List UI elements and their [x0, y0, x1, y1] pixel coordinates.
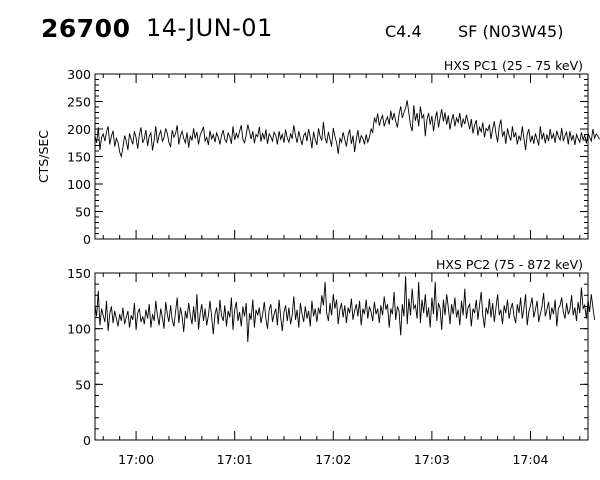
plot-frame — [94, 272, 589, 441]
panel-pc1: 0 50 100 150 200 250 300 HXS PC1 (25 - 75 keV) C… — [36, 58, 600, 247]
x-tick-label: 17:03 — [414, 452, 450, 467]
goes-class: C4.4 — [385, 22, 422, 41]
y-tick-label: 0 — [83, 232, 91, 247]
y-tick-label: 50 — [75, 377, 91, 392]
event-date: 14-JUN-01 — [146, 14, 273, 42]
y-tick-label: 50 — [75, 205, 91, 220]
panel-title: HXS PC2 (75 - 872 keV) — [436, 257, 583, 272]
x-tick-label: 17:00 — [118, 452, 154, 467]
y-tick-label: 100 — [67, 177, 91, 192]
y-tick-label: 150 — [67, 266, 91, 281]
y-tick-label: 0 — [83, 433, 91, 448]
y-axis-label: CTS/SEC — [36, 130, 51, 183]
y-tick-label: 100 — [67, 322, 91, 337]
x-tick-label: 17:04 — [512, 452, 548, 467]
series-line — [94, 100, 600, 159]
panel-title: HXS PC1 (25 - 75 keV) — [444, 58, 583, 73]
y-tick-label: 200 — [67, 122, 91, 137]
y-tick-label: 150 — [67, 150, 91, 165]
panel-pc2: 0 50 100 150 17:00 17:01 17:02 17:03 17:04 HXS PC… — [67, 257, 596, 467]
y-tick-label: 250 — [67, 95, 91, 110]
x-tick-label: 17:02 — [315, 452, 351, 467]
x-tick-label: 17:01 — [217, 452, 253, 467]
series-line — [94, 276, 596, 343]
plot-frame — [94, 73, 589, 240]
y-tick-label: 300 — [67, 67, 91, 82]
event-id: 26700 — [41, 14, 131, 43]
flare-location: SF (N03W45) — [458, 22, 564, 41]
